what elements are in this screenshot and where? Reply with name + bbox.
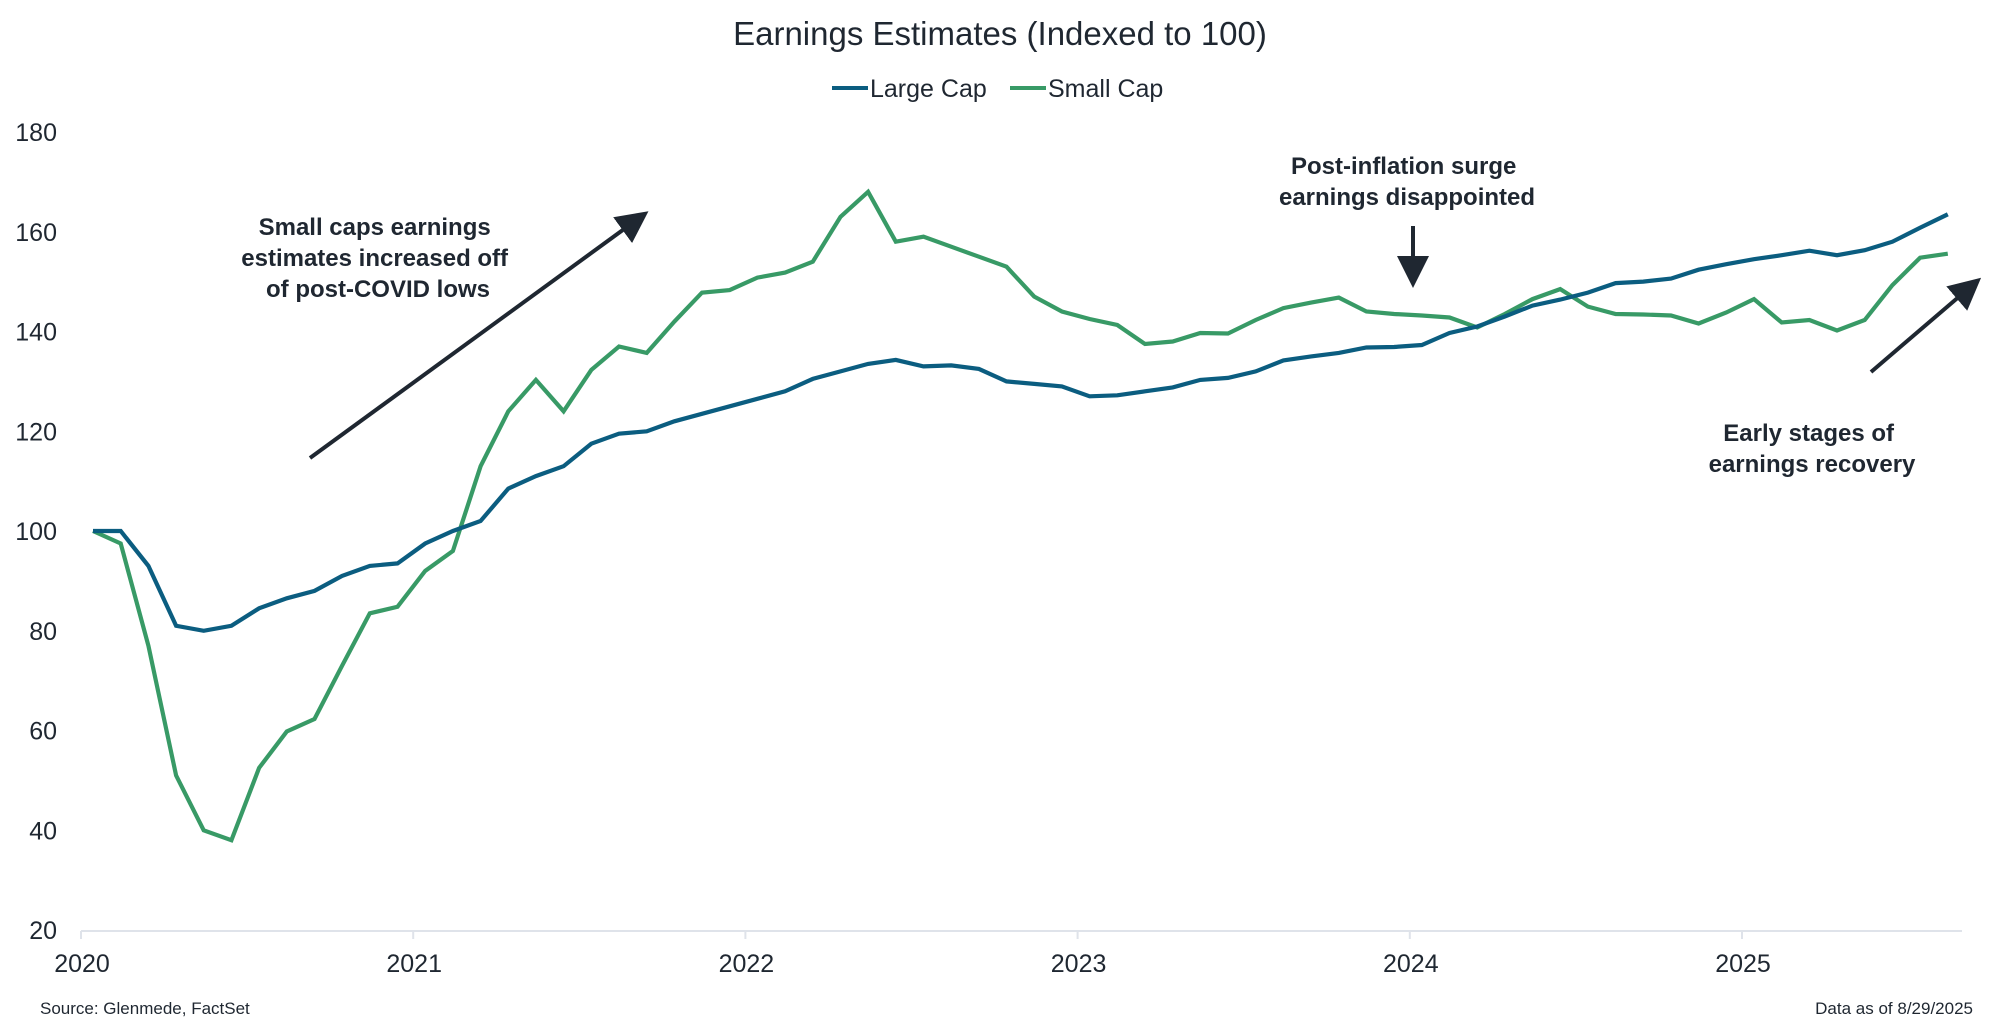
- arrow-up-right-icon: [1869, 277, 1982, 374]
- x-tick-label: 2023: [1051, 950, 1107, 978]
- x-tick-label: 2021: [386, 950, 442, 978]
- y-tick-label: 20: [29, 917, 57, 945]
- y-tick-label: 80: [29, 618, 57, 646]
- legend-label-large-cap: Large Cap: [870, 75, 987, 103]
- annotation-small-caps-rise: Small caps earnings estimates increased …: [241, 211, 649, 460]
- y-tick-label: 40: [29, 817, 57, 845]
- y-tick-label: 100: [15, 518, 57, 546]
- y-tick-label: 120: [15, 418, 57, 446]
- x-tick-label: 2022: [719, 950, 775, 978]
- svg-text:Small caps earnings es: Small caps earnings estimates increased …: [241, 214, 514, 303]
- annotation-1-line-3: of post-COVID lows: [266, 276, 490, 303]
- x-tick-label: 2025: [1715, 950, 1771, 978]
- y-tick-label: 160: [15, 219, 57, 247]
- series-layer: [92, 188, 1949, 843]
- legend-item-large-cap[interactable]: Large Cap: [832, 75, 987, 103]
- chart-title: Earnings Estimates (Indexed to 100): [733, 15, 1267, 52]
- x-axis: 2020 2021 2022 2023 2024 2025: [54, 930, 1962, 978]
- series-small-cap: [92, 188, 1949, 843]
- annotation-3-line-2: earnings recovery: [1709, 451, 1916, 478]
- annotation-1-line-2: estimates increased off: [241, 245, 509, 272]
- x-tick-label: 2020: [54, 950, 110, 978]
- series-large-cap: [93, 212, 1949, 633]
- series-line-small-cap: [92, 188, 1949, 843]
- legend-item-small-cap[interactable]: Small Cap: [1010, 75, 1163, 103]
- annotation-early-recovery: Early stages of earnings recovery: [1709, 277, 1982, 478]
- annotations: Small caps earnings estimates increased …: [241, 153, 1982, 478]
- legend: Large Cap Small Cap: [832, 75, 1163, 103]
- annotation-3-line-1: Early stages of: [1723, 420, 1895, 447]
- annotation-1-line-1: Small caps earnings: [259, 214, 491, 241]
- annotation-post-inflation: Post-inflation surge earnings disappoint…: [1279, 153, 1535, 288]
- source-note: Source: Glenmede, FactSet: [40, 999, 250, 1018]
- series-line-large-cap: [93, 212, 1949, 633]
- annotation-2-line-1: Post-inflation surge: [1291, 153, 1516, 180]
- data-as-of-note: Data as of 8/29/2025: [1815, 999, 1973, 1018]
- annotation-2-line-2: earnings disappointed: [1279, 184, 1535, 211]
- y-tick-label: 60: [29, 718, 57, 746]
- arrow-up-right-icon: [308, 211, 649, 460]
- y-tick-label: 140: [15, 319, 57, 347]
- y-tick-label: 180: [15, 119, 57, 147]
- legend-label-small-cap: Small Cap: [1048, 75, 1163, 103]
- x-tick-label: 2024: [1383, 950, 1439, 978]
- y-axis: 20 40 60 80 100 120 140 160 180: [15, 119, 57, 945]
- svg-text:Post-inflation surge e: Post-inflation surge earnings disappoint…: [1279, 153, 1535, 211]
- svg-text:Early stages of earnin: Early stages of earnings recovery: [1709, 420, 1916, 478]
